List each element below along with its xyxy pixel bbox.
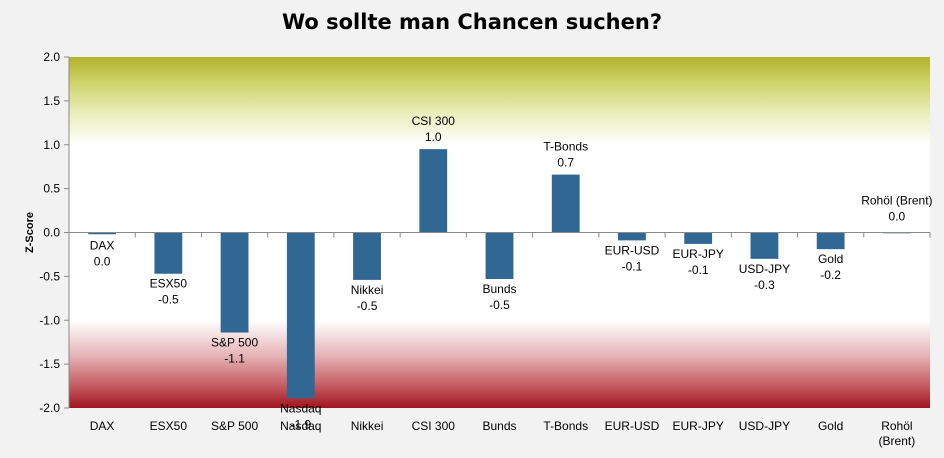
data-label-value: -0.2 — [820, 268, 841, 282]
data-label-category: T-Bonds — [543, 140, 588, 154]
y-tick-label: 1.0 — [43, 138, 60, 152]
bars — [88, 149, 911, 399]
background-band-bottom — [69, 320, 930, 408]
data-label-value: 0.0 — [94, 255, 111, 269]
bar — [750, 232, 779, 259]
y-tick-label: 0.5 — [43, 182, 60, 196]
data-label-value: -1.1 — [224, 352, 245, 366]
bar — [353, 232, 381, 280]
x-tick-label: S&P 500 — [211, 419, 258, 433]
bar — [88, 232, 117, 235]
y-tick-label: -1.0 — [39, 313, 60, 327]
y-tick-label: 0.0 — [43, 226, 60, 240]
y-axis-title: Z-Score — [24, 212, 36, 253]
bar — [485, 232, 514, 280]
x-tick-label: (Brent) — [879, 434, 916, 448]
data-label-value: -0.5 — [489, 298, 510, 312]
background-band-top — [69, 57, 930, 145]
x-tick-label: EUR-USD — [605, 419, 660, 433]
x-tick-label: ESX50 — [150, 419, 188, 433]
x-tick-label: T-Bonds — [543, 419, 588, 433]
data-label-category: EUR-USD — [605, 243, 660, 257]
data-label-category: CSI 300 — [412, 114, 456, 128]
bar — [220, 232, 249, 333]
data-label-value: -0.1 — [688, 263, 709, 277]
x-tick-label: Gold — [818, 419, 843, 433]
bar — [618, 232, 646, 241]
data-label-category: Nasdaq — [280, 401, 321, 415]
chart-title: Wo sollte man Chancen suchen? — [281, 10, 663, 34]
y-tick-label: 2.0 — [43, 50, 60, 64]
bar — [816, 232, 845, 250]
y-tick-label: -1.5 — [39, 357, 60, 371]
x-tick-label: Nikkei — [351, 419, 384, 433]
data-label-category: Bunds — [482, 282, 516, 296]
data-label-value: -0.1 — [622, 259, 643, 273]
category-labels: DAX ESX50 S&P 500 Nasdaq Nikkei CSI 300 Bunds T… — [68, 232, 931, 448]
data-label-value: -1.9 — [290, 417, 311, 431]
data-label-category: DAX — [90, 239, 115, 253]
data-label-category: Nikkei — [351, 283, 384, 297]
data-label-value: -0.3 — [754, 278, 775, 292]
x-tick-label: Rohöl — [881, 419, 912, 433]
data-label-category: EUR-JPY — [673, 247, 724, 261]
data-label-category: Rohöl (Brent) — [861, 194, 932, 208]
bar — [154, 232, 183, 274]
y-tick-label: -0.5 — [39, 269, 60, 283]
x-tick-label: USD-JPY — [739, 419, 790, 433]
bar — [551, 174, 580, 233]
y-tick-label: -2.0 — [39, 401, 60, 415]
data-label-category: USD-JPY — [739, 262, 790, 276]
data-label-value: 0.7 — [557, 156, 574, 170]
x-tick-label: CSI 300 — [412, 419, 456, 433]
data-label-value: 1.0 — [425, 130, 442, 144]
data-label-value: 0.0 — [889, 210, 906, 224]
bar — [419, 149, 448, 233]
data-label-value: -0.5 — [357, 299, 378, 313]
data-label-category: S&P 500 — [211, 336, 258, 350]
data-label-category: ESX50 — [150, 277, 188, 291]
bar — [684, 232, 713, 244]
x-tick-label: Bunds — [482, 419, 516, 433]
data-label-category: Gold — [818, 252, 843, 266]
x-tick-label: DAX — [90, 419, 115, 433]
data-label-value: -0.5 — [158, 293, 179, 307]
y-tick-label: 1.5 — [43, 94, 60, 108]
x-tick-label: Nasdaq — [280, 419, 321, 433]
y-axis-ticks: 2.0 1.5 1.0 0.5 0.0 -0.5 -1.0 -1.5 -2.0 — [39, 50, 69, 415]
x-tick-label: EUR-JPY — [673, 419, 724, 433]
bar — [286, 232, 315, 399]
